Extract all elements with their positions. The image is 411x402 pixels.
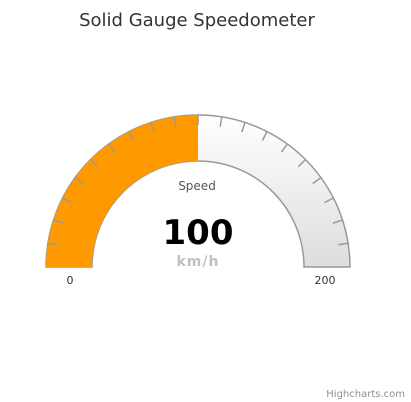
gauge-ticks xyxy=(47,115,349,246)
gauge-tick xyxy=(219,116,223,127)
gauge-tick xyxy=(312,177,322,185)
credits-link[interactable]: Highcharts.com xyxy=(326,389,405,400)
gauge-value-arc xyxy=(46,115,198,267)
gauge-tick xyxy=(62,197,72,204)
gauge-unit: km/h xyxy=(177,254,220,270)
gauge-tick xyxy=(74,177,84,185)
gauge-tick xyxy=(280,143,288,153)
gauge-tick xyxy=(261,131,268,141)
gauge-tick xyxy=(338,242,349,246)
gauge-tick xyxy=(128,131,135,141)
axis-min-label: 0 xyxy=(67,274,74,287)
gauge-tick xyxy=(150,122,155,133)
gauge-tick xyxy=(324,197,334,204)
gauge-tick xyxy=(173,116,177,127)
gauge-tick xyxy=(297,158,307,168)
gauge-tick xyxy=(332,219,343,224)
series-name-label: Speed xyxy=(178,179,216,193)
gauge-tick xyxy=(47,242,58,246)
chart-title: Solid Gauge Speedometer xyxy=(79,10,315,31)
gauge-tick xyxy=(241,122,246,133)
gauge-tick xyxy=(108,143,116,153)
gauge-value: 100 xyxy=(163,213,234,253)
gauge-tick xyxy=(53,219,64,224)
axis-max-label: 200 xyxy=(315,274,336,287)
gauge-tick xyxy=(89,158,99,168)
